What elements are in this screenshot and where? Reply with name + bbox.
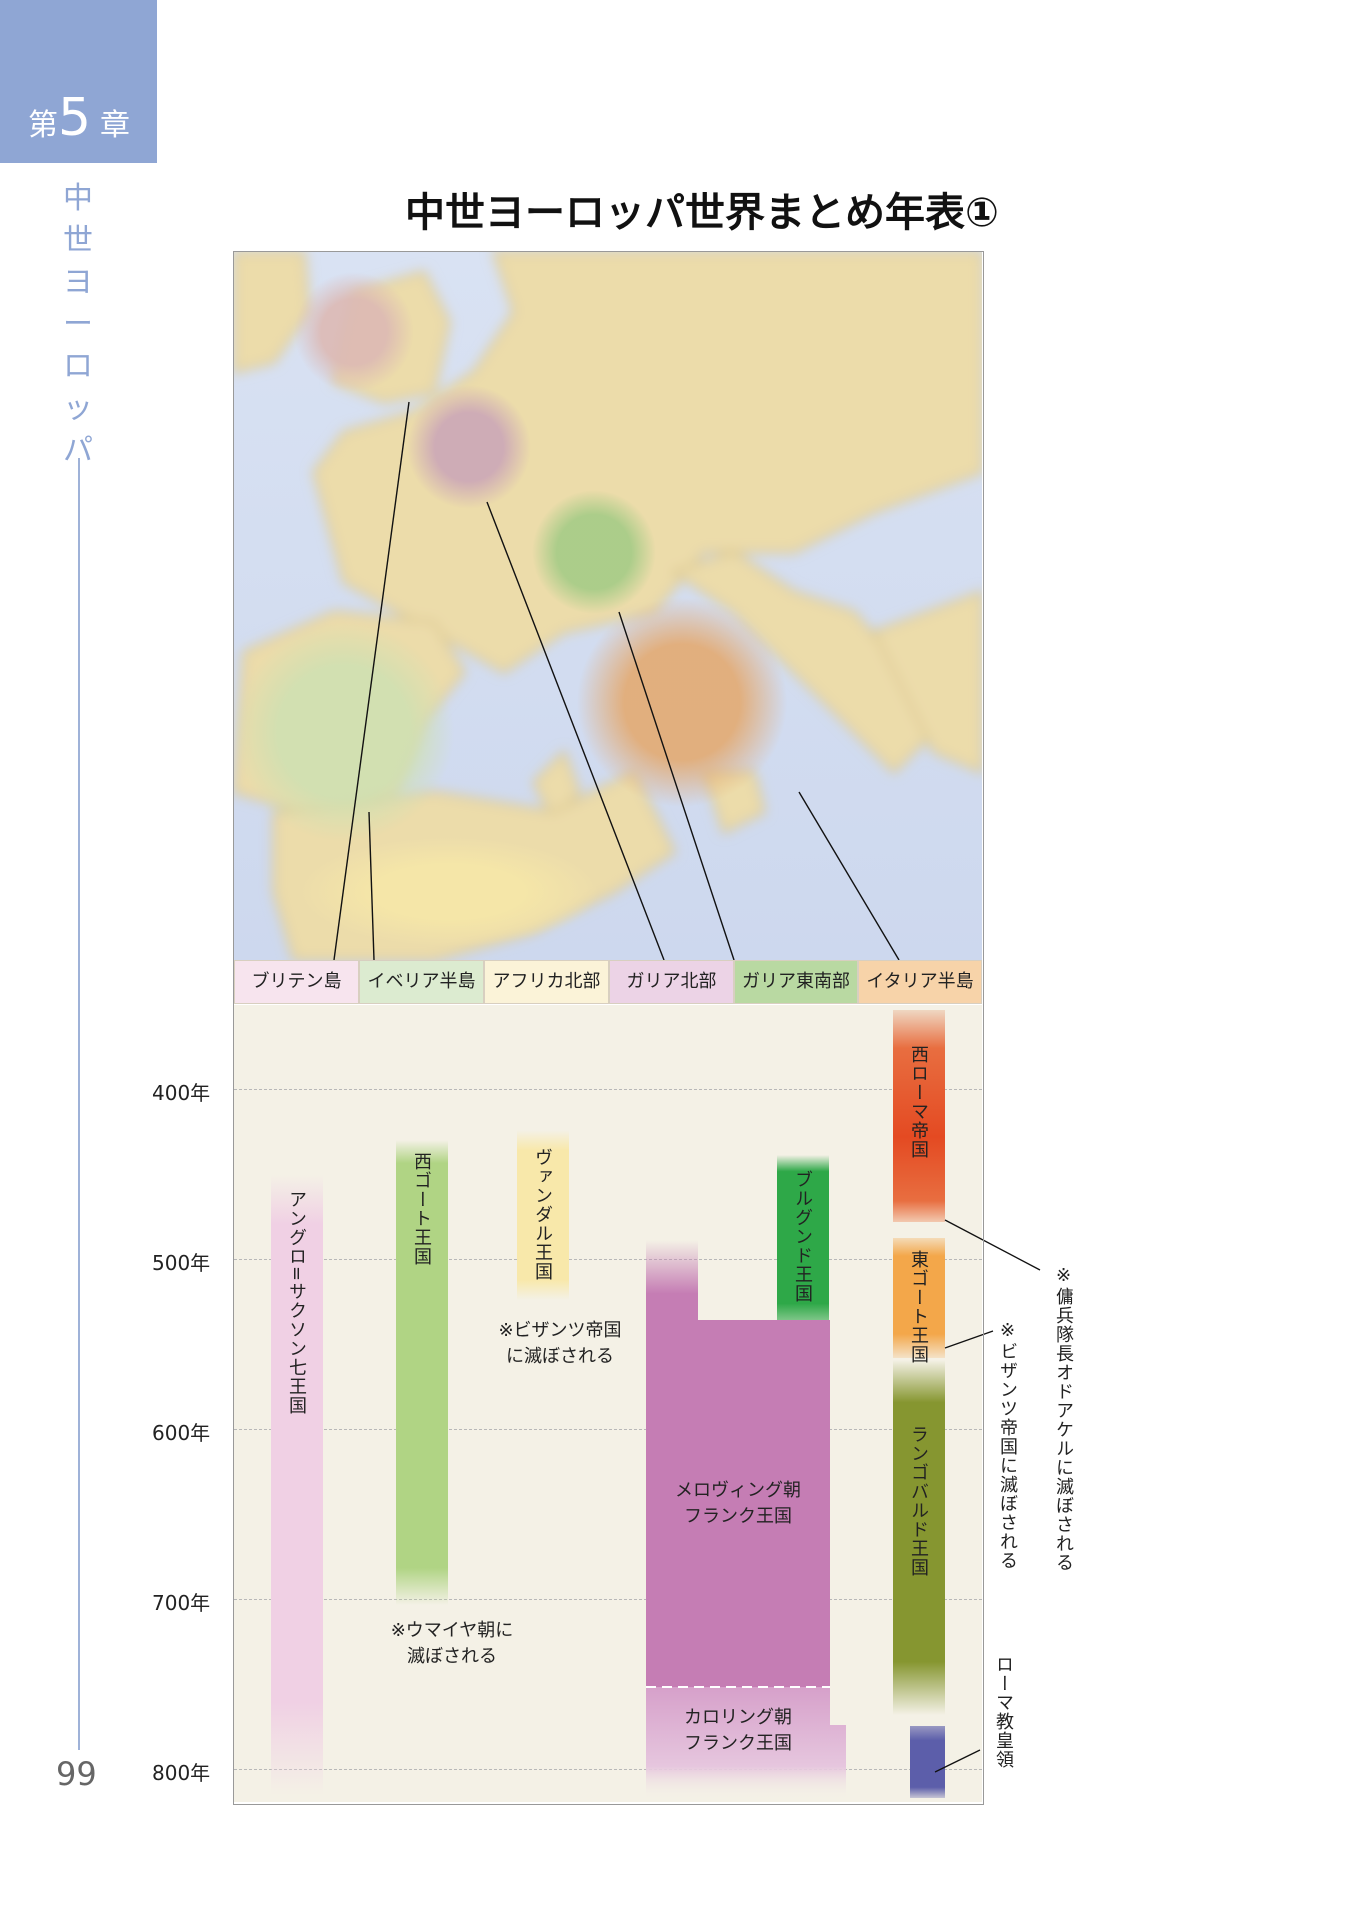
bar-west-rome <box>893 1010 945 1222</box>
region-tab-north-africa: アフリカ北部 <box>484 960 609 1004</box>
year-label-600: 600年 <box>152 1421 211 1445</box>
note-odoacer: ※傭兵隊長オドアケルに滅ぼされる <box>1053 1265 1074 1572</box>
label-langobard: ランゴバルド王国 <box>908 1425 929 1577</box>
italy-region <box>577 597 787 807</box>
label-west-rome: 西ローマ帝国 <box>908 1045 929 1159</box>
leader-lines <box>333 401 900 960</box>
frankish-kingdom-shape <box>646 1240 846 1800</box>
year-label-400: 400年 <box>152 1081 211 1105</box>
note-umayyad: ※ウマイヤ朝に 滅ぼされる <box>390 1620 514 1667</box>
page-title: 中世ヨーロッパ世界まとめ年表① <box>405 190 999 236</box>
grid-line-400 <box>234 1089 982 1090</box>
year-label-700: 700年 <box>152 1591 211 1615</box>
grid-line-800 <box>234 1769 982 1770</box>
region-tab-north-gaul: ガリア北部 <box>609 960 734 1004</box>
iberia-region <box>234 622 454 842</box>
annotation-lines <box>934 1219 1041 1773</box>
north-gaul-region <box>407 385 531 509</box>
label-anglo-saxon: アングロ=サクソン七王国 <box>286 1190 307 1416</box>
label-vandal: ヴァンダル王国 <box>532 1148 553 1281</box>
year-label-800: 800年 <box>152 1761 211 1785</box>
label-carolingian: カロリング朝 フランク王国 <box>684 1707 792 1754</box>
bar-papal-states <box>910 1726 945 1798</box>
bar-burgund <box>777 1155 829 1320</box>
chapter-prefix: 第 <box>28 108 58 143</box>
label-west-goth: 西ゴート王国 <box>411 1152 432 1266</box>
britain-region <box>294 272 414 392</box>
bar-west-goth <box>396 1140 448 1605</box>
timeline-area <box>234 1005 982 1802</box>
southeast-gaul-region <box>532 490 656 614</box>
chapter-suffix: 章 <box>100 108 130 143</box>
label-merovingian: メロヴィング朝 フランク王国 <box>675 1480 801 1527</box>
label-east-goth: 東ゴート王国 <box>908 1250 929 1364</box>
region-tab-italy: イタリア半島 <box>858 960 982 1004</box>
side-divider <box>78 458 80 1750</box>
label-burgund: ブルグンド王国 <box>792 1170 813 1303</box>
chapter-number: 5 <box>58 88 92 148</box>
bar-vandal <box>517 1130 569 1300</box>
europe-map <box>234 252 982 960</box>
bar-east-goth <box>893 1238 945 1358</box>
figure-frame <box>233 251 984 1805</box>
region-tab-britain: ブリテン島 <box>234 960 359 1004</box>
note-vandal: ※ビザンツ帝国 に滅ぼされる <box>498 1320 622 1367</box>
north-africa-region <box>299 837 599 947</box>
side-chapter-title: 中 世 ヨ ー ロ ッ パ <box>63 181 93 468</box>
chapter-tab: 第 5 章 <box>0 0 157 163</box>
region-tab-southeast-gaul: ガリア東南部 <box>734 960 858 1004</box>
note-byzantine: ※ビザンツ帝国に滅ぼされる <box>997 1320 1018 1570</box>
page-number: 99 <box>56 1755 97 1793</box>
year-label-500: 500年 <box>152 1251 211 1275</box>
bar-anglo-saxon <box>271 1175 323 1795</box>
grid-line-600 <box>234 1429 982 1430</box>
bar-langobard <box>893 1360 945 1715</box>
label-papal-states: ローマ教皇領 <box>993 1655 1014 1769</box>
grid-line-500 <box>234 1259 982 1260</box>
region-tab-iberia: イベリア半島 <box>359 960 484 1004</box>
map-illustration <box>234 252 982 960</box>
grid-line-700 <box>234 1599 982 1600</box>
